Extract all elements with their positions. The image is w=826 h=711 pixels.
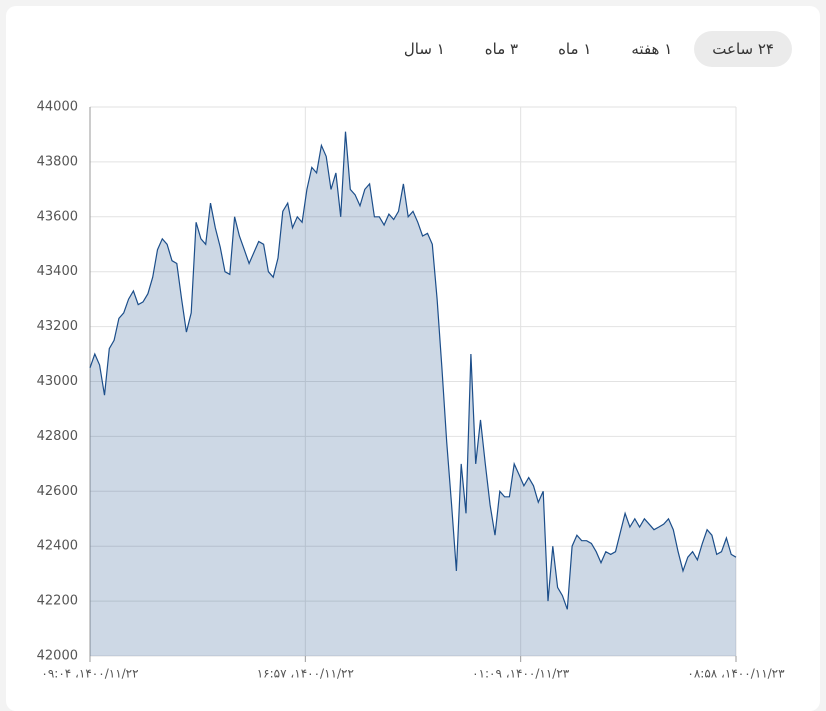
x-tick-label: ۰۱:۰۹ ،۱۴۰۰/۱۱/۲۳ <box>472 667 570 681</box>
tab[interactable]: ۱ ماه <box>558 40 592 58</box>
x-tick-label: ۰۹:۰۴ ،۱۴۰۰/۱۱/۲۲ <box>41 667 138 681</box>
area-fill <box>90 131 736 656</box>
tab[interactable]: ۱ سال <box>403 40 445 58</box>
card: ۲۴ ساعت ۱ هفته ۱ ماه ۳ ماه ۱ سال <box>6 6 820 711</box>
x-tick-label: ۰۸:۵۸ ،۱۴۰۰/۱۱/۲۳ <box>687 667 785 681</box>
y-tick-label: 42800 <box>37 429 78 444</box>
x-tick-label: ۱۶:۵۷ ،۱۴۰۰/۱۱/۲۲ <box>257 667 354 681</box>
y-tick-label: 42000 <box>37 649 78 664</box>
tab[interactable]: ۳ ماه <box>484 40 519 58</box>
y-tick-label: 43800 <box>37 154 78 169</box>
tab[interactable]: ۲۴ ساعت <box>694 31 792 67</box>
y-tick-label: 42400 <box>37 539 78 554</box>
range-tabs: ۲۴ ساعت ۱ هفته ۱ ماه ۳ ماه ۱ سال <box>386 31 792 67</box>
price-line <box>89 131 737 610</box>
y-tick-label: 42600 <box>37 484 78 499</box>
y-tick-label: 43200 <box>37 319 78 334</box>
tab[interactable]: ۱ هفته <box>631 40 673 58</box>
y-tick-label: 44000 <box>37 100 78 115</box>
y-tick-label: 43000 <box>37 374 78 389</box>
y-tick-label: 43600 <box>37 209 78 224</box>
y-tick-label: 42200 <box>37 594 78 609</box>
y-tick-label: 43400 <box>37 264 78 279</box>
